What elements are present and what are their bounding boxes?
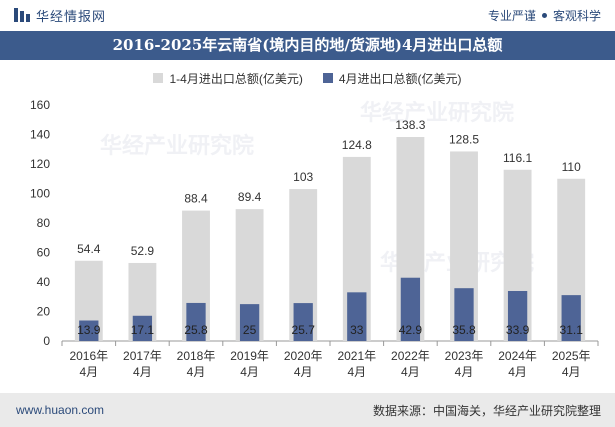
data-label-series1: 110: [562, 160, 581, 174]
x-tick-label: 2021年: [337, 349, 376, 363]
brand: 华经情报网: [14, 6, 106, 25]
data-label-series1: 116.1: [503, 151, 532, 165]
y-tick-label: 0: [43, 334, 50, 348]
bar-chart: 0 20 40 60 80 100 120 140 160 54.4 13.9 2016年 4月 52.9…: [30, 98, 599, 379]
data-label-series1: 88.4: [184, 192, 208, 206]
legend-label-series1: 1-4月进出口总额(亿美元): [169, 71, 303, 86]
dot-icon: [541, 12, 547, 18]
slogan-right: 客观科学: [552, 8, 601, 23]
x-tick-label: 4月: [79, 365, 98, 379]
data-label-series2: 13.9: [77, 323, 101, 337]
slogan: 专业严谨 客观科学: [488, 7, 601, 24]
data-label-series1: 54.4: [77, 242, 101, 256]
brand-name: 华经情报网: [36, 8, 107, 24]
x-tick-label: 2025年: [552, 349, 591, 363]
top-bar: 华经情报网 专业严谨 客观科学: [0, 0, 615, 30]
footer-source: 数据来源：中国海关，华经产业研究院整理: [372, 403, 601, 418]
x-tick-label: 4月: [455, 365, 474, 379]
data-label-series2: 25.7: [292, 323, 316, 337]
data-label-series1: 103: [293, 170, 313, 184]
x-tick-label: 4月: [187, 365, 206, 379]
bar-series2: [347, 292, 367, 341]
bar-series2: [454, 288, 474, 341]
y-tick-label: 160: [30, 98, 50, 112]
x-tick-label: 4月: [240, 365, 259, 379]
data-label-series1: 89.4: [238, 190, 262, 204]
x-tick-label: 4月: [133, 365, 152, 379]
bar-series2: [293, 303, 313, 341]
chart-title: 2016-2025年云南省(境内目的地/货源地)4月进出口总额: [0, 31, 615, 60]
data-label-series1: 138.3: [395, 118, 425, 132]
bar-series2: [79, 320, 99, 341]
x-tick-label: 2016年: [69, 349, 108, 363]
y-tick-label: 20: [37, 305, 51, 319]
x-tick-label: 2019年: [230, 349, 269, 363]
x-tick-label: 2018年: [177, 349, 216, 363]
x-tick-label: 4月: [347, 365, 366, 379]
x-tick-label: 4月: [294, 365, 313, 379]
legend-item-series1: 1-4月进出口总额(亿美元): [153, 70, 303, 87]
data-label-series1: 128.5: [449, 132, 479, 146]
chart-legend: 1-4月进出口总额(亿美元) 4月进出口总额(亿美元): [0, 68, 615, 88]
slogan-left: 专业严谨: [487, 8, 536, 23]
bar-series2: [507, 290, 528, 341]
data-label-series1: 52.9: [131, 244, 155, 258]
legend-label-series2: 4月进出口总额(亿美元): [338, 71, 462, 86]
data-label-series2: 33.9: [506, 323, 530, 337]
footer-site: www.huaon.com: [16, 403, 105, 417]
y-tick-label: 60: [37, 246, 51, 260]
bar-series2: [561, 295, 581, 341]
data-label-series2: 42.9: [399, 323, 423, 337]
legend-swatch-series2: [322, 73, 333, 83]
data-label-series2: 17.1: [131, 323, 155, 337]
y-tick-label: 100: [30, 187, 50, 201]
data-label-series2: 31.1: [560, 323, 584, 337]
bar-series2: [239, 304, 260, 341]
bar-series2: [132, 315, 153, 341]
bar-series2: [400, 277, 421, 341]
y-tick-label: 140: [30, 128, 50, 142]
legend-swatch-series1: [153, 73, 164, 83]
x-tick-label: 4月: [508, 365, 527, 379]
brand-logo-icon: [14, 8, 30, 22]
x-tick-label: 2022年: [391, 349, 430, 363]
data-label-series1: 124.8: [342, 138, 372, 152]
x-tick-label: 4月: [562, 365, 581, 379]
x-tick-label: 2017年: [123, 349, 162, 363]
data-label-series2: 35.8: [452, 323, 476, 337]
y-tick-label: 40: [37, 275, 51, 289]
legend-item-series2: 4月进出口总额(亿美元): [322, 70, 462, 87]
y-tick-label: 120: [30, 157, 50, 171]
data-label-series2: 25: [243, 323, 257, 337]
data-label-series2: 25.8: [184, 323, 208, 337]
data-label-series2: 33: [350, 323, 364, 337]
x-tick-label: 2024年: [498, 349, 537, 363]
x-tick-label: 2020年: [284, 349, 323, 363]
x-tick-label: 2023年: [445, 349, 484, 363]
footer: www.huaon.com 数据来源：中国海关，华经产业研究院整理: [0, 393, 615, 427]
x-tick-label: 4月: [401, 365, 420, 379]
bar-series2: [186, 302, 206, 341]
y-tick-label: 80: [37, 216, 51, 230]
